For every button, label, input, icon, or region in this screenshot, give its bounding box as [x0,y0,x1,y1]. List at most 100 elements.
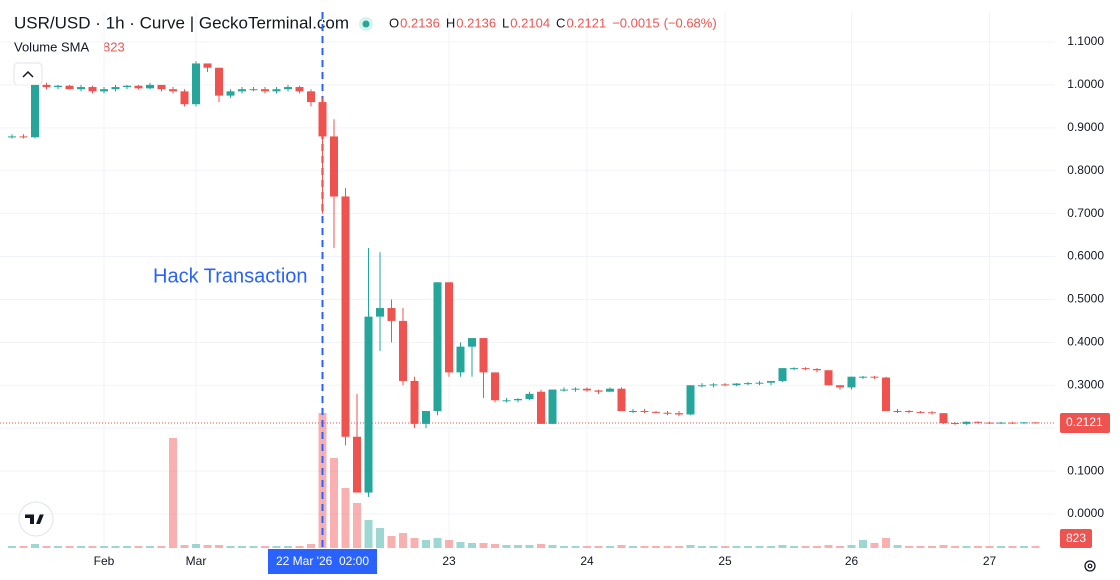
volume-bar [767,546,775,548]
candle-body [663,412,672,414]
volume-bar [594,546,603,548]
volume-bar [537,544,545,548]
candle-body [422,411,430,424]
candle-body [215,67,223,96]
candle-body [744,383,752,385]
legend-change: −0.0015 [612,15,659,30]
volume-bar [732,546,741,548]
volume-bar [387,536,396,548]
volume-bar [238,546,246,548]
candle-body [341,196,350,437]
candle-body [54,85,62,88]
volume-bar [629,546,637,548]
volume-bar [652,546,660,548]
volume-bar [617,545,626,548]
status-dot [362,20,370,28]
volume-bar [422,540,430,548]
volume-bar [755,546,764,548]
volume-bar [663,546,672,548]
candle-body [157,84,166,90]
volume-bar [709,546,718,548]
candle-body [583,388,591,391]
volume-bar [376,528,384,548]
candle-body [100,89,108,92]
candle-body [801,368,810,370]
volume-bar [468,543,476,548]
candle-body [640,411,649,413]
volume-bar [893,545,902,548]
volume-bar [836,546,844,548]
volume-bar [790,546,798,548]
legend-value: 0.2136 [400,15,440,30]
volume-bar [77,546,85,548]
candle-body [410,380,419,424]
candle-body [318,102,327,137]
volume-bar [31,544,39,548]
volume-bar [123,546,131,548]
volume-bar [134,546,143,548]
volume-bar [180,545,189,548]
candle-body [169,89,177,92]
candle-body [284,87,292,90]
volume-sma-axis-label: 823 [1066,531,1086,545]
volume-bar [974,546,982,548]
legend-key: O [389,15,399,30]
candle-body [778,368,787,381]
collapse-button[interactable] [13,62,43,86]
volume-bar [870,543,879,548]
volume-bar [364,520,373,548]
volume-bar [456,542,465,548]
volume-bar [905,546,913,548]
candle-body [261,89,269,92]
volume-bar [606,546,614,548]
candle-body [238,89,246,92]
candle-body [502,400,511,402]
crosshair-x-label: 22 Mar '26 02:00 [276,554,369,568]
tradingview-logo[interactable] [18,501,54,537]
candle-body [870,376,879,378]
candle-body [456,346,465,373]
candle-body [479,338,488,373]
volume-bar [548,545,557,548]
candle-body [88,87,97,92]
candle-body [249,89,258,91]
volume-bar [169,438,177,548]
volume-bar [560,546,568,548]
candle-body [548,389,557,424]
candle-body [65,85,74,90]
volume-bar [445,540,453,548]
volume-bar [295,546,304,548]
volume-bar [192,544,200,548]
candle-body [721,384,729,386]
candle-body [514,399,522,401]
volume-bar [491,544,499,548]
legend-value: 0.2136 [456,15,496,30]
volume-bar [583,546,591,548]
volume-bar [698,546,706,548]
volume-sma-box [1060,529,1092,548]
candle-body [962,421,971,424]
candle-body [698,385,706,387]
x-tick-label: 25 [718,554,732,568]
candle-body [364,316,373,493]
volume-bar [215,545,223,548]
last-price-box [1060,412,1110,433]
volume-bar [272,546,281,548]
volume-label: Volume SMA [14,39,89,54]
volume-bar [226,546,235,548]
legend-value: 0.2104 [510,15,550,30]
candle-body [295,87,304,92]
candle-body [42,84,51,88]
volume-bar [19,546,28,548]
volume-bar [985,546,994,548]
settings-button[interactable] [1084,560,1096,572]
candle-body [146,84,154,89]
y-tick-label: 0.1000 [1067,463,1104,477]
volume-bar [997,546,1005,548]
volume-bar [640,546,649,548]
volume-bar [88,546,97,548]
y-tick-label: 0.6000 [1067,249,1104,263]
volume-bar [1031,546,1040,548]
candle-body [376,308,384,317]
